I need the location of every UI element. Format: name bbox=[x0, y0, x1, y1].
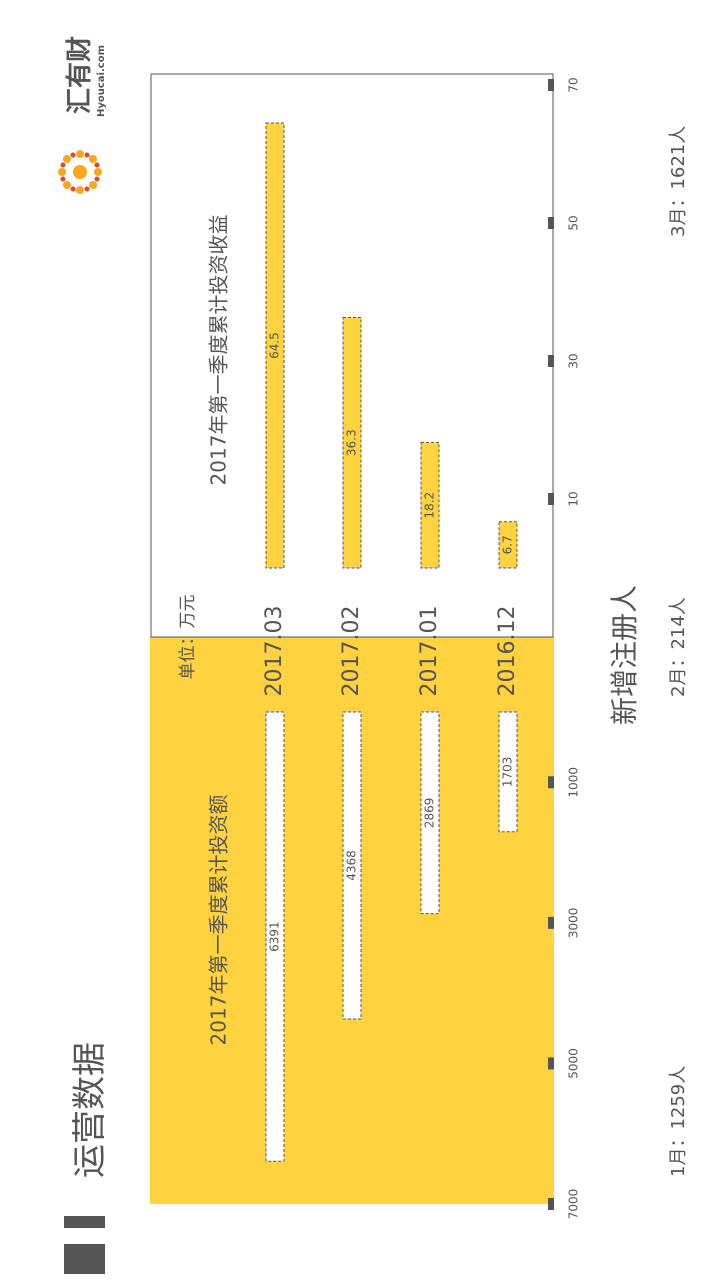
investment-bar bbox=[265, 711, 285, 1162]
income-axis-tick bbox=[548, 493, 554, 505]
income-axis-tick-label: 50 bbox=[567, 215, 581, 230]
income-bar bbox=[342, 317, 362, 569]
investment-axis-tick-label: 1000 bbox=[567, 767, 581, 798]
investment-bar-label: 6391 bbox=[268, 921, 282, 952]
investment-bar bbox=[498, 711, 518, 833]
investment-axis-tick-label: 7000 bbox=[567, 1189, 581, 1220]
registration-feb: 2月：214人 bbox=[668, 597, 689, 697]
logo bbox=[52, 52, 112, 202]
investment-bar-label: 2869 bbox=[423, 798, 437, 829]
unit-label: 单位：万元 bbox=[178, 595, 198, 680]
investment-bar-label: 4368 bbox=[345, 850, 359, 881]
income-axis-tick bbox=[548, 355, 554, 367]
category-label: 2017.01 bbox=[417, 606, 442, 697]
investment-axis-tick bbox=[548, 916, 554, 929]
decor-block-large bbox=[64, 1244, 105, 1274]
investment-axis-tick-label: 3000 bbox=[567, 908, 581, 939]
category-label: 2017.03 bbox=[262, 606, 287, 697]
income-bar-label: 6.7 bbox=[501, 535, 515, 554]
category-label: 2017.02 bbox=[339, 606, 364, 697]
income-bar bbox=[498, 521, 518, 569]
registration-mar: 3月：1621人 bbox=[668, 125, 689, 237]
income-bar bbox=[420, 441, 440, 569]
investment-axis-tick bbox=[548, 1057, 554, 1070]
decor-block-small bbox=[64, 1216, 105, 1228]
investment-bar bbox=[342, 711, 362, 1020]
investment-chart-title: 2017年第一季度累计投资额 bbox=[207, 795, 231, 1046]
income-bar-label: 64.5 bbox=[268, 332, 282, 359]
investment-axis-tick-label: 5000 bbox=[567, 1048, 581, 1079]
sunburst-logo-icon bbox=[58, 150, 102, 194]
investment-axis-tick bbox=[548, 776, 554, 789]
category-label: 2016.12 bbox=[495, 606, 520, 697]
income-axis-tick-label: 30 bbox=[567, 353, 581, 368]
income-chart-title: 2017年第一季度累计投资收益 bbox=[207, 215, 231, 486]
income-axis-tick bbox=[548, 79, 554, 91]
income-bar-label: 36.3 bbox=[345, 429, 359, 456]
registration-jan: 1月：1259人 bbox=[668, 1065, 689, 1177]
income-bar bbox=[265, 122, 285, 569]
income-axis-tick-label: 70 bbox=[567, 77, 581, 92]
income-bar-label: 18.2 bbox=[423, 492, 437, 519]
investment-axis-tick bbox=[548, 1198, 554, 1210]
investment-bar-label: 1703 bbox=[501, 757, 515, 788]
income-axis-tick-label: 10 bbox=[567, 491, 581, 506]
income-axis-tick bbox=[548, 217, 554, 229]
investment-bar bbox=[420, 711, 440, 915]
registrations-title: 新增注册人 bbox=[608, 584, 641, 725]
